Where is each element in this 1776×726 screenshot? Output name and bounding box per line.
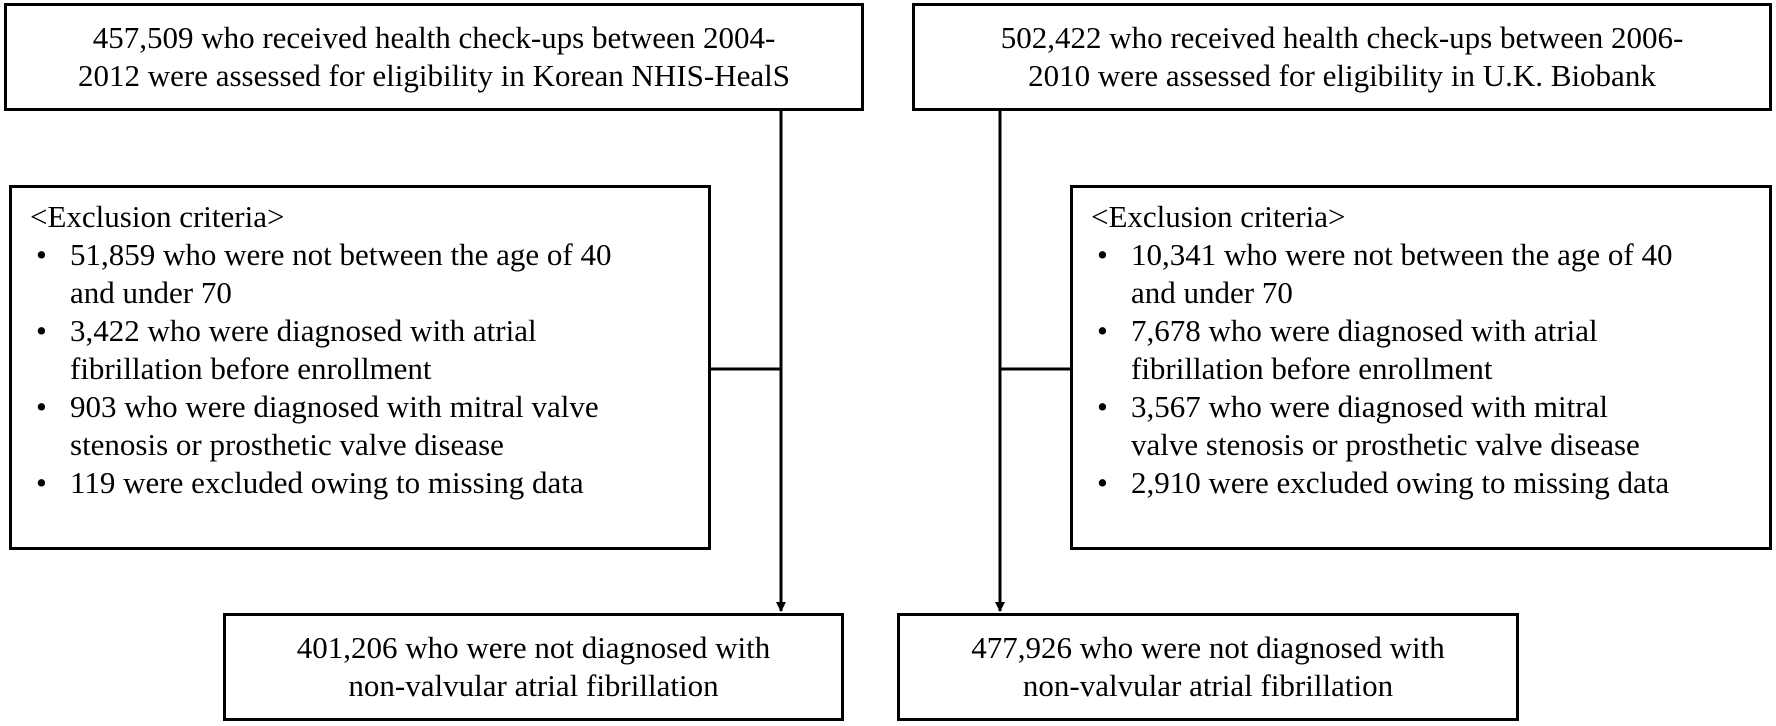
right-exclusion-item-line: 2,910 were excluded owing to missing dat… <box>1131 465 1670 500</box>
bullet-icon: • <box>36 313 47 348</box>
bullet-icon: • <box>1097 313 1108 348</box>
bullet-icon: • <box>1097 465 1108 500</box>
left-exclusion-item: • 3,422 who were diagnosed with atrial f… <box>30 312 694 388</box>
bullet-icon: • <box>36 237 47 272</box>
right-exclusion-heading: <Exclusion criteria> <box>1091 199 1346 234</box>
left-result-line-1: 401,206 who were not diagnosed with <box>296 630 771 665</box>
right-exclusion-item: • 3,567 who were diagnosed with mitral v… <box>1091 388 1755 464</box>
right-exclusion-item-line: 3,567 who were diagnosed with mitral <box>1131 389 1608 424</box>
right-exclusion-box: <Exclusion criteria> • 10,341 who were n… <box>1070 185 1772 550</box>
right-exclusion-item-line: valve stenosis or prosthetic valve disea… <box>1131 427 1640 462</box>
bullet-icon: • <box>36 389 47 424</box>
left-exclusion-item-line: 903 who were diagnosed with mitral valve <box>70 389 599 424</box>
left-exclusion-list: • 51,859 who were not between the age of… <box>30 236 694 502</box>
right-result-box: 477,926 who were not diagnosed with non-… <box>897 613 1519 721</box>
bullet-icon: • <box>1097 389 1108 424</box>
left-exclusion-item-line: 3,422 who were diagnosed with atrial <box>70 313 537 348</box>
left-exclusion-item-line: 51,859 who were not between the age of 4… <box>70 237 612 272</box>
bullet-icon: • <box>36 465 47 500</box>
left-eligibility-line-2: 2012 were assessed for eligibility in Ko… <box>78 58 790 93</box>
right-exclusion-item-line: fibrillation before enrollment <box>1131 351 1493 386</box>
right-exclusion-item: • 2,910 were excluded owing to missing d… <box>1091 464 1755 502</box>
bullet-icon: • <box>1097 237 1108 272</box>
left-eligibility-box: 457,509 who received health check-ups be… <box>4 3 864 111</box>
right-exclusion-item-line: and under 70 <box>1131 275 1293 310</box>
left-exclusion-item: • 903 who were diagnosed with mitral val… <box>30 388 694 464</box>
right-result-line-2: non-valvular atrial fibrillation <box>1022 668 1394 703</box>
left-eligibility-line-1: 457,509 who received health check-ups be… <box>92 20 776 55</box>
right-exclusion-item-line: 10,341 who were not between the age of 4… <box>1131 237 1673 272</box>
right-eligibility-line-1: 502,422 who received health check-ups be… <box>1000 20 1684 55</box>
right-eligibility-box: 502,422 who received health check-ups be… <box>912 3 1772 111</box>
right-eligibility-line-2: 2010 were assessed for eligibility in U.… <box>1028 58 1656 93</box>
left-exclusion-item-line: stenosis or prosthetic valve disease <box>70 427 504 462</box>
left-exclusion-item-line: and under 70 <box>70 275 232 310</box>
left-exclusion-item-line: fibrillation before enrollment <box>70 351 432 386</box>
left-exclusion-item: • 51,859 who were not between the age of… <box>30 236 694 312</box>
right-exclusion-list: • 10,341 who were not between the age of… <box>1091 236 1755 502</box>
left-result-line-2: non-valvular atrial fibrillation <box>348 668 719 703</box>
left-exclusion-item: • 119 were excluded owing to missing dat… <box>30 464 694 502</box>
right-result-line-1: 477,926 who were not diagnosed with <box>971 630 1445 665</box>
right-exclusion-item: • 7,678 who were diagnosed with atrial f… <box>1091 312 1755 388</box>
left-result-box: 401,206 who were not diagnosed with non-… <box>223 613 844 721</box>
left-exclusion-item-line: 119 were excluded owing to missing data <box>70 465 584 500</box>
left-exclusion-heading: <Exclusion criteria> <box>30 199 285 234</box>
right-exclusion-item: • 10,341 who were not between the age of… <box>1091 236 1755 312</box>
left-exclusion-box: <Exclusion criteria> • 51,859 who were n… <box>9 185 711 550</box>
right-exclusion-item-line: 7,678 who were diagnosed with atrial <box>1131 313 1598 348</box>
